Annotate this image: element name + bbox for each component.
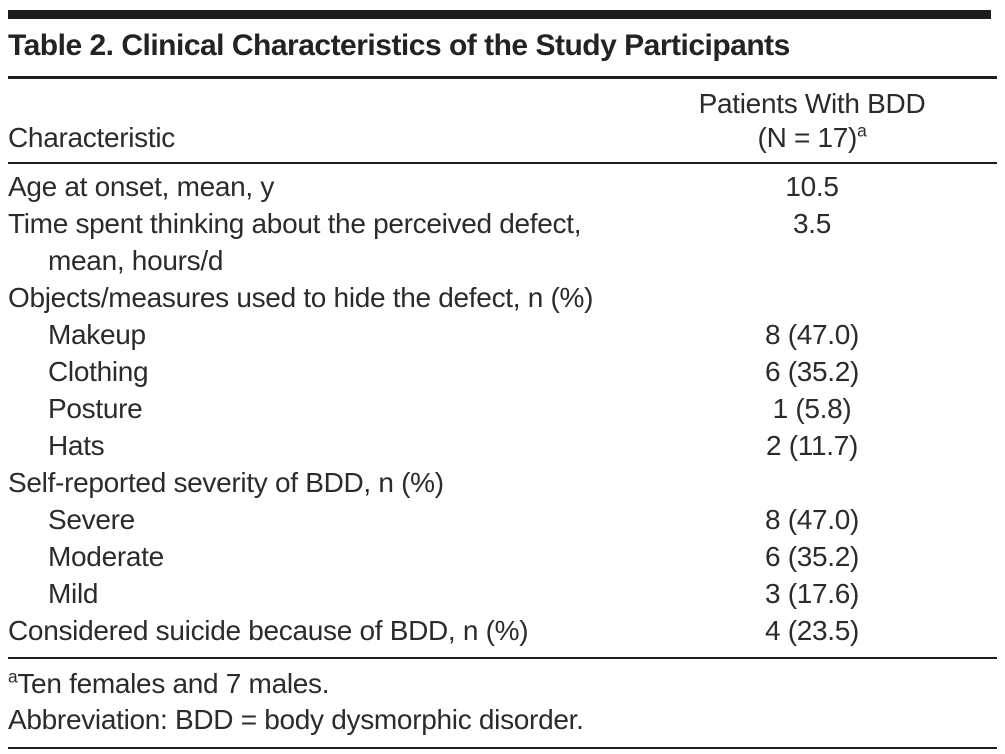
table-row: Makeup 8 (47.0): [8, 316, 997, 353]
row-label: Clothing: [48, 356, 149, 387]
row-label: Time spent thinking about the perceived …: [8, 208, 582, 276]
row-value: 10.5: [785, 171, 839, 202]
row-value: 8 (47.0): [764, 504, 860, 535]
footnote-a: aTen females and 7 males.: [8, 666, 330, 699]
row-label: Moderate: [48, 541, 164, 572]
footnote-abbreviation: Abbreviation: BDD = body dysmorphic diso…: [8, 704, 584, 735]
row-value: 4 (23.5): [764, 615, 860, 646]
column-header-patients-line1: Patients With BDD: [698, 88, 926, 119]
table-top-bar: [8, 10, 991, 19]
row-label: Makeup: [48, 319, 146, 350]
table-row: Time spent thinking about the perceived …: [8, 205, 997, 279]
table-body: Age at onset, mean, y 10.5 Time spent th…: [8, 164, 997, 657]
body-bottom-rule: [8, 657, 997, 659]
row-label: Considered suicide because of BDD, n (%): [8, 615, 529, 646]
row-label: Severe: [48, 504, 135, 535]
table-bottom-rule: [8, 747, 997, 749]
row-label: Hats: [48, 430, 105, 461]
column-header-row: Characteristic Patients With BDD (N = 17…: [8, 79, 997, 162]
table-row: Posture 1 (5.8): [8, 390, 997, 427]
column-header-patients-line2: (N = 17)a: [757, 120, 867, 153]
row-value: 8 (47.0): [764, 319, 860, 350]
row-value: 6 (35.2): [764, 541, 860, 572]
table-row: Moderate 6 (35.2): [8, 538, 997, 575]
row-label: Self-reported severity of BDD, n (%): [8, 467, 444, 498]
row-label: Posture: [48, 393, 143, 424]
row-value: 2 (11.7): [765, 430, 859, 461]
header-rule: [8, 162, 997, 164]
table-row: Mild 3 (17.6): [8, 575, 997, 612]
table-row: Age at onset, mean, y 10.5: [8, 168, 997, 205]
row-label: Age at onset, mean, y: [8, 171, 275, 202]
table-row: Severe 8 (47.0): [8, 501, 997, 538]
row-value: 6 (35.2): [764, 356, 860, 387]
column-header-characteristic: Characteristic: [8, 122, 175, 153]
row-value: 1 (5.8): [772, 393, 852, 424]
table-row: Clothing 6 (35.2): [8, 353, 997, 390]
row-label: Objects/measures used to hide the defect…: [8, 282, 594, 313]
row-value: 3.5: [792, 208, 832, 239]
column-header-patients: Patients With BDD (N = 17)a: [627, 87, 997, 155]
row-label: Mild: [48, 578, 99, 609]
row-value: 3 (17.6): [764, 578, 860, 609]
table-title: Table 2. Clinical Characteristics of the…: [8, 29, 790, 62]
table-row: Hats 2 (11.7): [8, 427, 997, 464]
table-row: Objects/measures used to hide the defect…: [8, 279, 997, 316]
table-footnotes: aTen females and 7 males. Abbreviation: …: [8, 659, 997, 747]
table-row: Considered suicide because of BDD, n (%)…: [8, 612, 997, 649]
footnote-a-marker: a: [8, 666, 18, 687]
table-row: Self-reported severity of BDD, n (%): [8, 464, 997, 501]
footnote-marker-a: a: [857, 120, 867, 141]
title-rule: [8, 76, 997, 79]
